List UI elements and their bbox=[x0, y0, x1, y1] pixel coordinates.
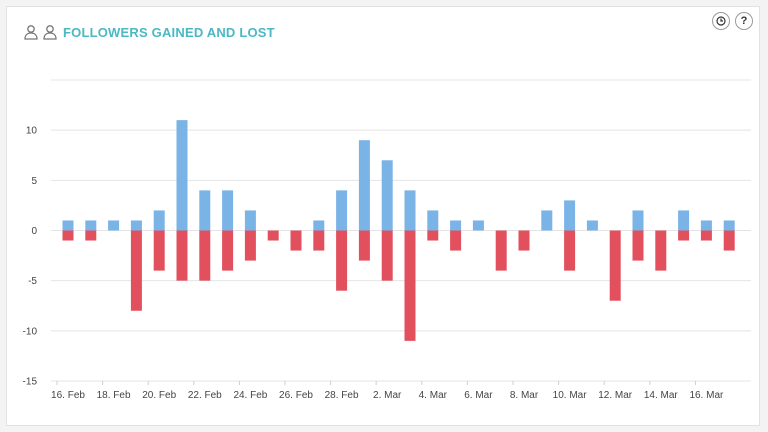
lost-bar bbox=[381, 230, 393, 281]
gained-bar bbox=[723, 220, 735, 231]
lost-bar bbox=[450, 230, 462, 251]
x-tick-label: 28. Feb bbox=[325, 390, 359, 401]
lost-bar bbox=[336, 230, 348, 291]
gained-bar bbox=[472, 220, 484, 231]
user-outline-icon bbox=[42, 24, 58, 40]
user-outline-icon bbox=[23, 24, 39, 40]
followers-card: FOLLOWERS GAINED AND LOST ? 10 5 0 -5 -10 -15… bbox=[6, 6, 760, 426]
lost-bar bbox=[564, 230, 576, 271]
card-header: FOLLOWERS GAINED AND LOST bbox=[23, 24, 275, 40]
x-tick-label: 14. Mar bbox=[644, 390, 679, 401]
gained-bar bbox=[700, 220, 712, 231]
x-tick-label: 16. Feb bbox=[51, 390, 85, 401]
lost-bar bbox=[495, 230, 507, 271]
gained-bar bbox=[381, 160, 393, 231]
lost-bar bbox=[700, 230, 712, 241]
y-tick-label: 0 bbox=[31, 226, 37, 237]
gained-bar bbox=[222, 190, 234, 231]
gained-bar bbox=[450, 220, 462, 231]
x-tick-label: 10. Mar bbox=[553, 390, 588, 401]
gained-bar bbox=[108, 220, 120, 231]
gained-bar bbox=[541, 210, 553, 231]
lost-bar bbox=[313, 230, 325, 251]
gained-bar bbox=[313, 220, 325, 231]
gained-bar bbox=[404, 190, 416, 231]
gained-bar bbox=[358, 140, 370, 231]
x-tick-label: 22. Feb bbox=[188, 390, 222, 401]
lost-bar bbox=[632, 230, 644, 261]
gained-bar bbox=[199, 190, 211, 231]
x-tick-label: 6. Mar bbox=[464, 390, 493, 401]
x-tick-label: 2. Mar bbox=[373, 390, 402, 401]
lost-bar bbox=[518, 230, 530, 251]
lost-bar bbox=[427, 230, 439, 241]
history-button[interactable] bbox=[712, 12, 730, 30]
lost-bar bbox=[267, 230, 279, 241]
lost-bar bbox=[723, 230, 735, 251]
x-tick-label: 12. Mar bbox=[598, 390, 633, 401]
help-button[interactable]: ? bbox=[735, 12, 753, 30]
x-tick-label: 20. Feb bbox=[142, 390, 176, 401]
gained-bar bbox=[130, 220, 142, 231]
lost-bar bbox=[222, 230, 234, 271]
gained-bar bbox=[244, 210, 256, 231]
x-tick-label: 26. Feb bbox=[279, 390, 313, 401]
followers-bar-chart: 10 5 0 -5 -10 -15 16. Feb 18. Feb 20. Feb 22. Feb… bbox=[23, 79, 751, 401]
card-toolbar: ? bbox=[712, 12, 753, 30]
lost-bar bbox=[176, 230, 188, 281]
lost-bar bbox=[404, 230, 416, 341]
lost-bar bbox=[130, 230, 142, 311]
gained-bar bbox=[586, 220, 598, 231]
x-tick-label: 16. Mar bbox=[689, 390, 724, 401]
clock-icon bbox=[716, 16, 726, 26]
y-tick-label: -15 bbox=[23, 377, 38, 388]
gained-bar bbox=[85, 220, 97, 231]
lost-bar bbox=[85, 230, 97, 241]
x-tick-label: 4. Mar bbox=[419, 390, 448, 401]
lost-bar bbox=[199, 230, 211, 281]
gained-bar bbox=[564, 200, 576, 231]
y-tick-label: -5 bbox=[28, 276, 37, 287]
gained-bar bbox=[427, 210, 439, 231]
y-tick-label: 5 bbox=[31, 176, 37, 187]
lost-bar bbox=[290, 230, 302, 251]
lost-bar bbox=[62, 230, 74, 241]
gained-bar bbox=[632, 210, 644, 231]
lost-bar bbox=[153, 230, 165, 271]
gained-bar bbox=[336, 190, 348, 231]
gained-bar bbox=[62, 220, 74, 231]
chart-title: FOLLOWERS GAINED AND LOST bbox=[63, 24, 275, 40]
x-tick-label: 8. Mar bbox=[510, 390, 539, 401]
lost-bar bbox=[609, 230, 621, 301]
gained-bar bbox=[176, 120, 188, 231]
lost-bar bbox=[358, 230, 370, 261]
gained-bar bbox=[678, 210, 690, 231]
y-tick-label: -10 bbox=[23, 326, 38, 337]
gained-bar bbox=[153, 210, 165, 231]
y-tick-label: 10 bbox=[26, 126, 38, 137]
lost-bar bbox=[244, 230, 256, 261]
lost-bar bbox=[655, 230, 667, 271]
x-tick-label: 24. Feb bbox=[233, 390, 267, 401]
lost-bar bbox=[678, 230, 690, 241]
x-tick-label: 18. Feb bbox=[97, 390, 131, 401]
